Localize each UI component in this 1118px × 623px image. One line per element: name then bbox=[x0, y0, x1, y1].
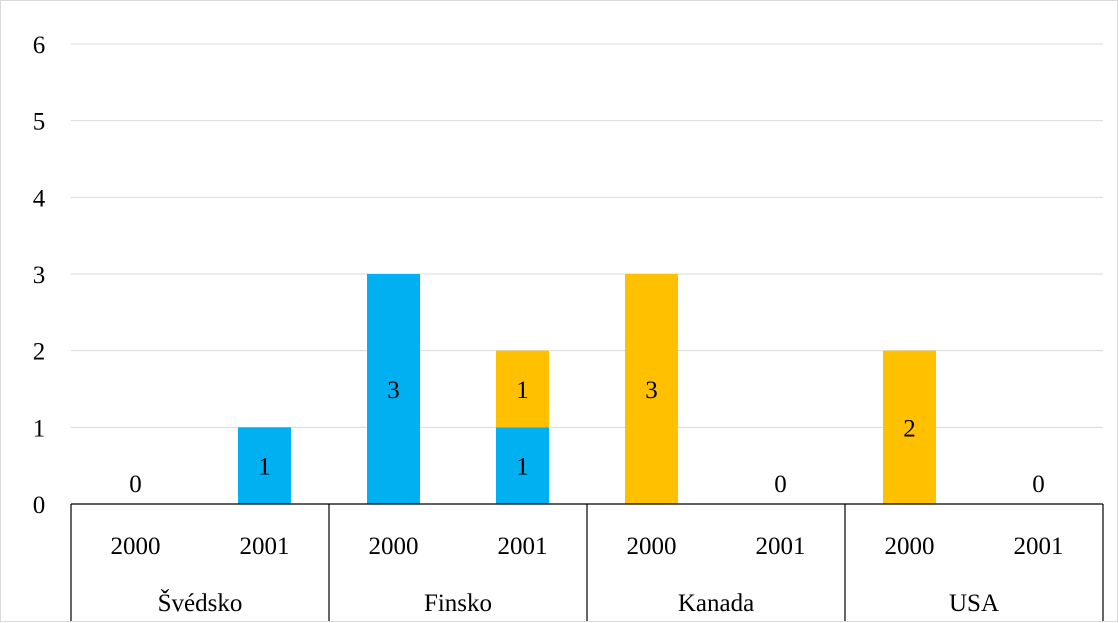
x-tick-label: 2000 bbox=[111, 533, 161, 560]
y-axis-tick-labels: 0 1 2 3 4 5 6 bbox=[33, 32, 46, 519]
bars bbox=[238, 274, 936, 504]
x-axis: Švédsko Finsko Kanada USA 2000 2001 2000 2001 20… bbox=[70, 503, 1104, 621]
x-tick-label: 2001 bbox=[756, 533, 806, 560]
group-label: Kanada bbox=[678, 590, 754, 617]
group-label: Švédsko bbox=[158, 588, 243, 617]
data-label-zero: 0 bbox=[1032, 471, 1045, 498]
y-tick-label: 5 bbox=[33, 109, 46, 136]
bar-segment bbox=[883, 350, 936, 504]
bar-segment bbox=[496, 427, 549, 504]
bar-segment bbox=[625, 274, 678, 504]
data-label: 3 bbox=[387, 377, 400, 404]
data-label: 3 bbox=[645, 377, 658, 404]
bar-segment bbox=[238, 427, 291, 504]
group-label: Finsko bbox=[424, 590, 492, 617]
x-tick-label: 2000 bbox=[885, 533, 935, 560]
gridlines bbox=[71, 43, 1103, 428]
bar-segment bbox=[367, 274, 420, 504]
y-tick-label: 1 bbox=[33, 415, 46, 442]
data-label: 2 bbox=[903, 415, 916, 442]
x-tick-label: 2000 bbox=[369, 533, 419, 560]
y-tick-label: 3 bbox=[33, 262, 46, 289]
data-label: 1 bbox=[258, 454, 271, 481]
data-labels: 0 1 3 1 1 3 0 2 0 bbox=[129, 377, 1045, 498]
data-label: 1 bbox=[516, 377, 529, 404]
group-label: USA bbox=[949, 590, 999, 617]
data-label: 1 bbox=[516, 454, 529, 481]
y-tick-label: 2 bbox=[33, 339, 46, 366]
y-tick-label: 6 bbox=[33, 32, 46, 59]
y-tick-label: 4 bbox=[33, 185, 46, 212]
x-tick-label: 2000 bbox=[627, 533, 677, 560]
y-tick-label: 0 bbox=[33, 492, 46, 519]
data-label-zero: 0 bbox=[774, 471, 787, 498]
x-tick-label: 2001 bbox=[498, 533, 548, 560]
x-tick-label: 2001 bbox=[1014, 533, 1064, 560]
data-label-zero: 0 bbox=[129, 471, 142, 498]
x-tick-label: 2001 bbox=[240, 533, 290, 560]
bar-segment bbox=[496, 350, 549, 428]
